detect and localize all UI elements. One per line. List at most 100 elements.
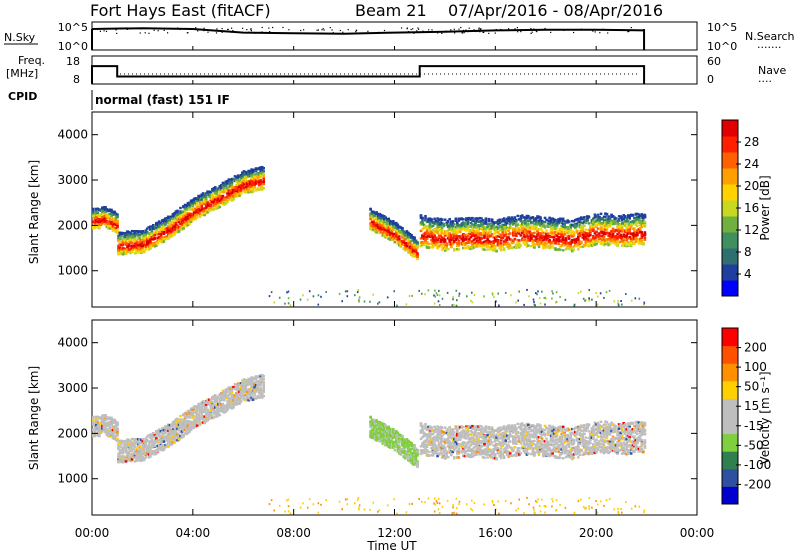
power-pixel bbox=[425, 235, 429, 238]
power-pixel bbox=[235, 178, 238, 181]
power-pixel bbox=[431, 244, 435, 248]
power-pixel bbox=[598, 215, 601, 219]
power-pixel bbox=[401, 227, 404, 230]
power-pixel bbox=[379, 224, 383, 227]
power-pixel bbox=[378, 221, 381, 224]
power-pixel bbox=[141, 236, 144, 239]
power-pixel bbox=[487, 239, 491, 243]
velocity-pixel bbox=[117, 460, 120, 463]
power-pixel bbox=[471, 244, 474, 247]
power-pixel bbox=[250, 172, 253, 175]
power-pixel bbox=[132, 239, 135, 242]
power-pixel bbox=[414, 246, 418, 249]
power-pixel bbox=[382, 230, 386, 233]
power-pixel bbox=[174, 217, 178, 220]
power-pixel bbox=[623, 244, 627, 247]
power-pixel bbox=[392, 222, 395, 225]
power-pixel bbox=[224, 198, 228, 201]
power-pixel bbox=[611, 241, 615, 244]
power-pixel bbox=[121, 241, 125, 244]
power-pixel bbox=[462, 233, 465, 236]
power-speck bbox=[473, 294, 476, 296]
velocity-pixel bbox=[130, 442, 134, 445]
velocity-pixel bbox=[96, 419, 100, 422]
power-pixel bbox=[113, 212, 116, 215]
power-pixel bbox=[123, 235, 126, 238]
power-pixel bbox=[116, 222, 119, 225]
power-pixel bbox=[611, 239, 615, 243]
power-pixel bbox=[610, 229, 613, 233]
velocity-pixel bbox=[96, 425, 100, 429]
power-pixel bbox=[404, 246, 407, 249]
power-pixel bbox=[439, 227, 442, 231]
nsearch-dot bbox=[270, 32, 272, 34]
power-pixel bbox=[247, 180, 250, 184]
velocity-pixel bbox=[98, 423, 101, 426]
nsearch-dot bbox=[157, 30, 159, 32]
nsearch-dot bbox=[495, 29, 497, 31]
power-pixel bbox=[117, 237, 120, 240]
power-pixel bbox=[236, 190, 240, 193]
power-pixel bbox=[396, 229, 400, 232]
power-pixel bbox=[436, 246, 439, 250]
nsearch-dot bbox=[347, 29, 349, 31]
power-pixel bbox=[505, 217, 509, 221]
power-pixel bbox=[631, 227, 635, 230]
power-pixel bbox=[427, 234, 430, 238]
power-pixel bbox=[513, 245, 517, 249]
power-pixel bbox=[241, 186, 244, 189]
power-pixel bbox=[248, 181, 252, 184]
power-pixel bbox=[402, 243, 406, 247]
power-pixel bbox=[217, 203, 220, 207]
power-pixel bbox=[384, 232, 387, 235]
velocity-pixel bbox=[120, 446, 123, 449]
power-pixel bbox=[390, 227, 394, 231]
power-speck bbox=[605, 291, 608, 294]
power-pixel bbox=[456, 241, 459, 245]
power-pixel bbox=[462, 235, 465, 238]
power-pixel bbox=[116, 231, 119, 234]
power-pixel bbox=[144, 229, 147, 232]
nsearch-dot bbox=[594, 31, 596, 33]
power-pixel bbox=[575, 218, 579, 221]
power-pixel bbox=[398, 235, 401, 238]
power-pixel bbox=[242, 173, 246, 177]
power-speck bbox=[596, 295, 599, 298]
velocity-pixel bbox=[133, 453, 137, 457]
velocity-pixel bbox=[111, 425, 115, 428]
velocity-pixel bbox=[141, 449, 144, 452]
power-pixel bbox=[613, 242, 616, 245]
power-pixel bbox=[572, 232, 576, 235]
power-pixel bbox=[498, 221, 501, 224]
nsearch-dot bbox=[416, 30, 418, 32]
power-pixel bbox=[242, 187, 246, 190]
power-pixel bbox=[393, 225, 397, 228]
velocity-pixel bbox=[124, 446, 128, 450]
power-pixel bbox=[504, 240, 507, 244]
power-pixel bbox=[472, 238, 476, 241]
power-pixel bbox=[192, 198, 196, 201]
power-pixel bbox=[484, 220, 488, 223]
power-pixel bbox=[448, 228, 451, 231]
power-pixel bbox=[543, 232, 547, 235]
power-pixel bbox=[124, 231, 128, 235]
power-pixel bbox=[522, 223, 526, 227]
power-pixel bbox=[142, 240, 146, 243]
power-pixel bbox=[416, 244, 419, 248]
nsearch-dot bbox=[269, 31, 271, 33]
power-pixel bbox=[431, 237, 435, 241]
power-pixel bbox=[239, 187, 243, 190]
power-pixel bbox=[369, 215, 372, 219]
velocity-pixel bbox=[133, 456, 137, 459]
power-pixel bbox=[477, 217, 480, 220]
power-pixel bbox=[622, 214, 625, 217]
power-pixel bbox=[515, 234, 518, 237]
power-pixel bbox=[459, 223, 462, 227]
power-pixel bbox=[592, 227, 595, 230]
power-pixel bbox=[468, 247, 471, 250]
power-speck bbox=[346, 290, 349, 293]
power-pixel bbox=[592, 221, 595, 224]
power-pixel bbox=[170, 217, 173, 220]
power-pixel bbox=[533, 244, 536, 247]
power-pixel bbox=[253, 181, 256, 184]
